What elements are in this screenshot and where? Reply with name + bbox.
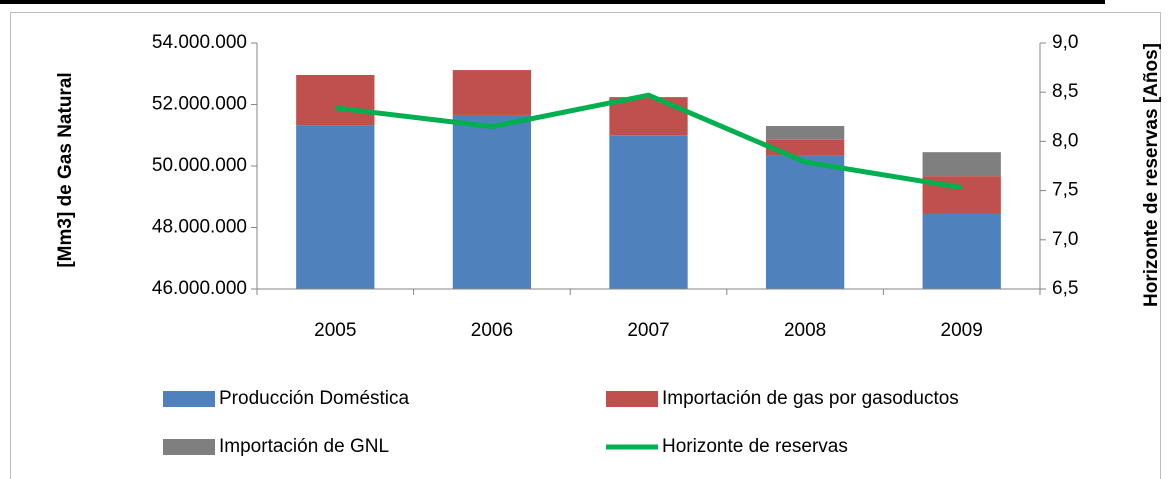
legend-label: Importación de GNL [219,436,389,457]
y2-tick-label: 8,0 [1052,130,1078,151]
y-tick-label: 50.000.000 [152,155,247,176]
y-axis-title: [Mm3] de Gas Natural [55,72,76,267]
y-tick-label: 48.000.000 [152,217,247,238]
legend-label: Horizonte de reservas [662,436,848,457]
bar-segment [765,155,845,289]
x-tick-label: 2009 [941,320,983,341]
y2-tick-label: 6,5 [1052,278,1078,299]
bar-segment [452,114,532,289]
top-rule [0,0,1105,4]
chart-border [10,12,1161,479]
y2-tick-label: 8,5 [1052,81,1078,102]
legend-label: Producción Doméstica [219,388,410,409]
bar-segment [609,135,688,289]
x-tick-label: 2005 [314,320,356,341]
bar-segment [296,74,375,126]
legend-swatch [163,439,215,455]
bar-segment [452,70,532,115]
x-tick-label: 2007 [627,320,669,341]
y2-tick-label: 7,5 [1052,180,1078,201]
y2-tick-label: 9,0 [1052,32,1078,53]
y-tick-label: 52.000.000 [152,94,247,115]
legend-swatch [163,391,215,407]
bar-segment [922,152,1001,177]
bar-segment [609,97,688,136]
bar-segment [296,125,375,289]
y2-tick-label: 7,0 [1052,229,1078,250]
bar-segment [765,126,845,140]
legend-swatch [606,391,658,407]
y-tick-label: 46.000.000 [152,278,247,299]
x-tick-label: 2006 [471,320,513,341]
line-series [335,92,963,191]
bar-segment [922,213,1001,289]
y2-axis-title: Horizonte de reservas [Años] [1141,43,1162,307]
x-tick-label: 2008 [784,320,826,341]
legend-label: Importación de gas por gasoductos [662,388,959,409]
y-tick-label: 54.000.000 [152,32,247,53]
